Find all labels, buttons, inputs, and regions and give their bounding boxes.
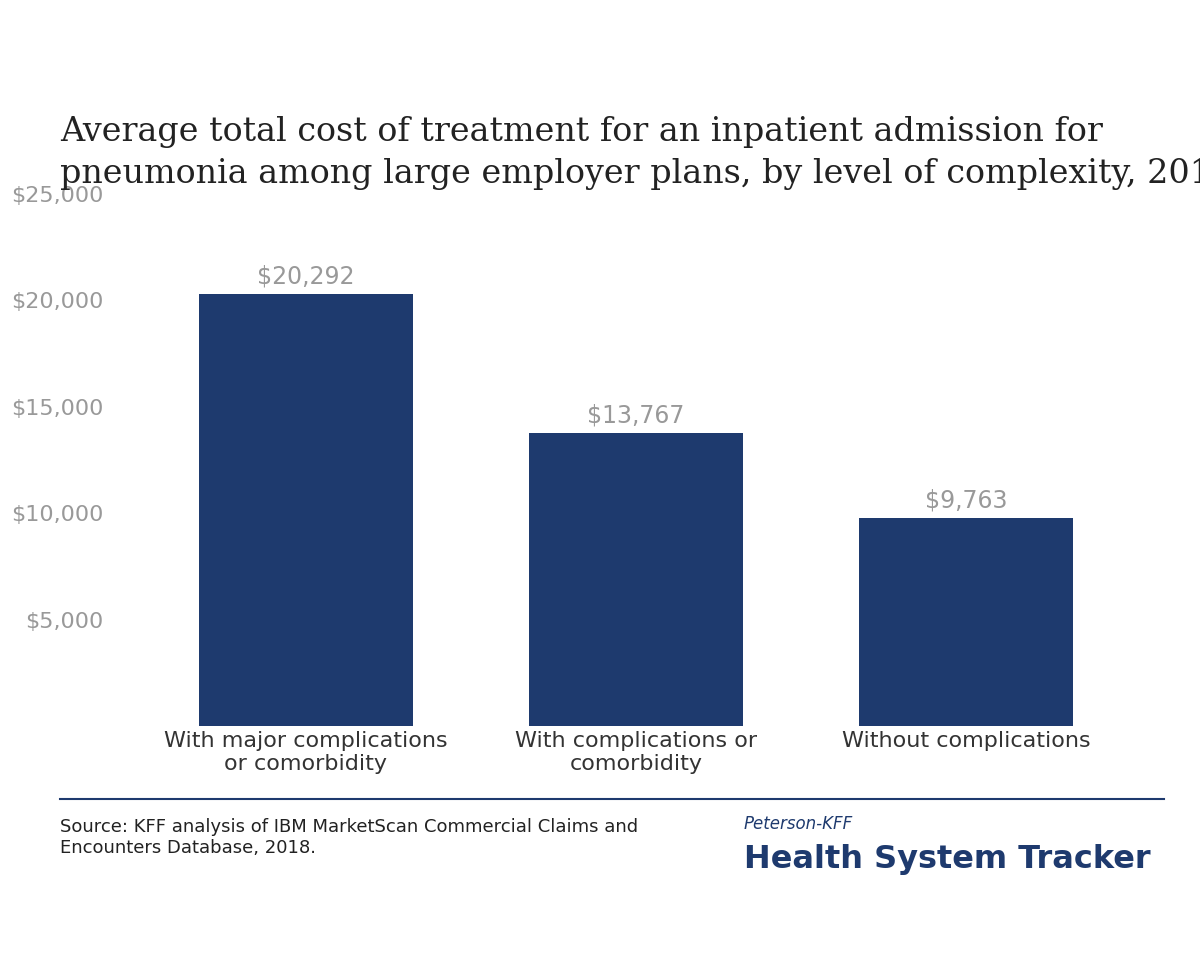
Text: $13,767: $13,767 [587,404,685,428]
Text: Health System Tracker: Health System Tracker [744,844,1151,875]
Text: $20,292: $20,292 [257,264,355,288]
Bar [859,518,1073,726]
Text: $9,763: $9,763 [925,489,1007,513]
Text: Source: KFF analysis of IBM MarketScan Commercial Claims and
Encounters Database: Source: KFF analysis of IBM MarketScan C… [60,818,638,857]
Bar [199,294,413,726]
Text: Peterson-KFF: Peterson-KFF [744,815,853,833]
Bar [529,433,743,726]
Text: Average total cost of treatment for an inpatient admission for
pneumonia among l: Average total cost of treatment for an i… [60,116,1200,190]
